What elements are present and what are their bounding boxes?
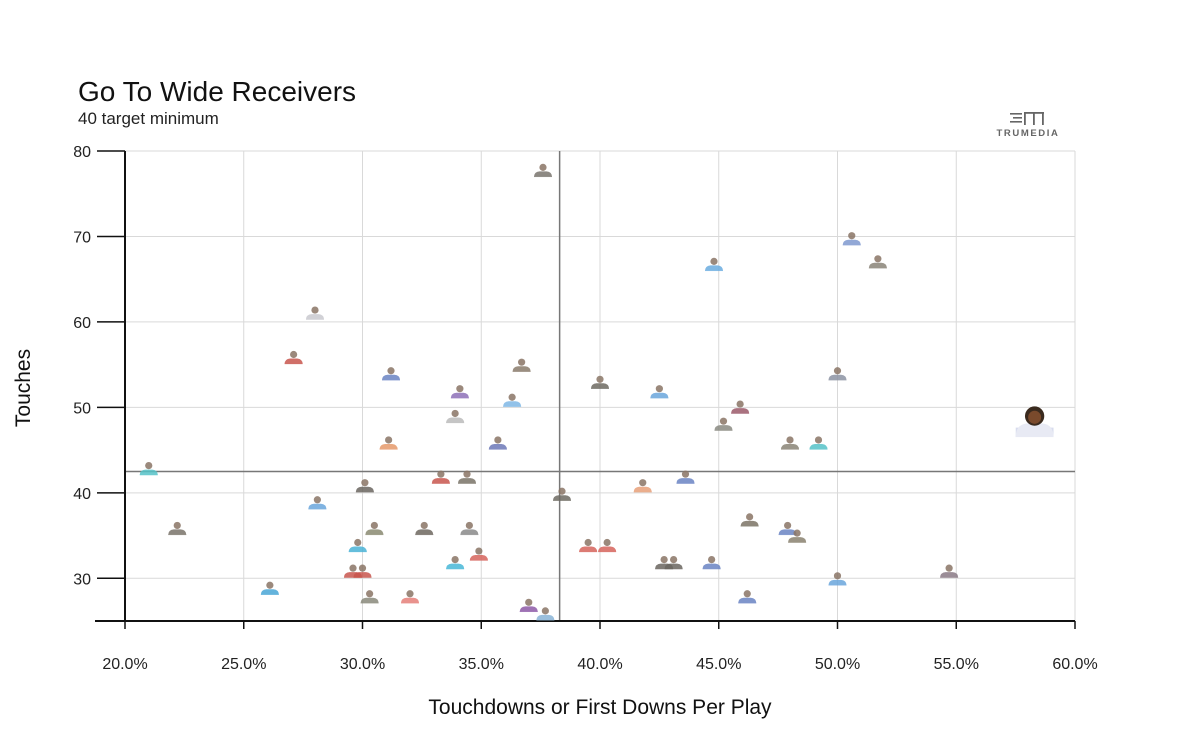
player-headshot-icon[interactable] [360, 590, 379, 604]
player-headshot-icon[interactable] [633, 479, 652, 493]
reference-lines [125, 151, 1075, 621]
player-headshot-icon[interactable] [714, 417, 733, 431]
axes: 20.0% 25.0% 30.0% 35.0% 40.0% 45.0% 50.0% 55.0%… [73, 144, 1097, 673]
trumedia-logo: TRUMEDIA [992, 110, 1064, 139]
player-headshot-icon[interactable] [139, 462, 158, 476]
y-tick-label: 30 [73, 571, 91, 588]
player-headshot-icon[interactable] [260, 581, 279, 595]
player-headshot-icon[interactable] [348, 538, 367, 553]
player-headshot-icon[interactable] [591, 375, 609, 389]
logo-text: TRUMEDIA [996, 128, 1060, 139]
data-points [139, 163, 1054, 621]
player-headshot-icon[interactable] [355, 479, 374, 493]
x-tick-label: 40.0% [577, 656, 622, 673]
player-headshot-icon[interactable] [306, 306, 324, 320]
highlighted-player-headshot-icon[interactable] [1015, 406, 1054, 438]
player-headshot-icon[interactable] [676, 470, 695, 484]
player-headshot-icon[interactable] [842, 232, 861, 246]
x-tick-label: 25.0% [221, 656, 266, 673]
x-tick-label: 20.0% [102, 656, 147, 673]
x-tick-label: 45.0% [696, 656, 741, 673]
player-headshot-icon[interactable] [868, 255, 887, 269]
player-headshot-icon[interactable] [705, 257, 723, 272]
y-axis-label: Touches [12, 349, 35, 427]
player-headshot-icon[interactable] [284, 350, 303, 365]
player-headshot-icon[interactable] [168, 521, 187, 536]
player-headshot-icon[interactable] [740, 513, 759, 527]
player-headshot-icon[interactable] [536, 607, 555, 621]
player-headshot-icon[interactable] [702, 556, 721, 570]
player-headshot-icon[interactable] [469, 547, 488, 561]
player-headshot-icon[interactable] [512, 358, 531, 372]
y-tick-label: 40 [73, 486, 91, 503]
player-headshot-icon[interactable] [488, 436, 507, 450]
x-tick-label: 55.0% [934, 656, 979, 673]
x-tick-label: 30.0% [340, 656, 385, 673]
player-headshot-icon[interactable] [828, 367, 847, 381]
player-headshot-icon[interactable] [382, 367, 400, 381]
trumedia-logo-icon [1010, 112, 1044, 125]
player-headshot-icon[interactable] [353, 564, 372, 578]
grid-lines [125, 150, 1076, 621]
x-tick-label: 35.0% [459, 656, 504, 673]
player-headshot-icon[interactable] [503, 393, 522, 407]
player-headshot-icon[interactable] [450, 385, 469, 399]
y-tick-label: 80 [73, 144, 91, 161]
player-headshot-icon[interactable] [731, 400, 750, 414]
player-headshot-icon[interactable] [655, 556, 674, 570]
player-headshot-icon[interactable] [650, 385, 669, 399]
player-headshot-icon[interactable] [534, 163, 552, 178]
player-headshot-icon[interactable] [415, 521, 434, 536]
player-headshot-icon[interactable] [778, 521, 797, 536]
player-headshot-icon[interactable] [446, 556, 465, 570]
chart-subtitle: 40 target minimum [78, 109, 219, 128]
player-headshot-icon[interactable] [458, 470, 476, 484]
y-tick-label: 60 [73, 315, 91, 332]
player-headshot-icon[interactable] [401, 590, 419, 604]
x-tick-label: 60.0% [1052, 656, 1097, 673]
player-headshot-icon[interactable] [598, 538, 617, 553]
player-headshot-icon[interactable] [940, 564, 959, 578]
player-headshot-icon[interactable] [460, 521, 479, 536]
player-headshot-icon[interactable] [781, 436, 799, 450]
player-headshot-icon[interactable] [379, 436, 398, 450]
player-headshot-icon[interactable] [431, 470, 450, 484]
player-headshot-icon[interactable] [553, 487, 571, 501]
y-tick-label: 50 [73, 400, 91, 417]
player-headshot-icon[interactable] [809, 436, 828, 450]
player-headshot-icon[interactable] [828, 572, 847, 586]
x-tick-label: 50.0% [815, 656, 860, 673]
player-headshot-icon[interactable] [308, 496, 327, 510]
player-headshot-icon[interactable] [365, 521, 384, 536]
player-headshot-icon[interactable] [738, 590, 757, 604]
chart-title: Go To Wide Receivers [78, 76, 357, 107]
player-headshot-icon[interactable] [446, 409, 465, 424]
player-headshot-icon[interactable] [788, 529, 807, 543]
player-headshot-icon[interactable] [664, 556, 683, 570]
x-axis-label: Touchdowns or First Downs Per Play [428, 696, 772, 719]
player-headshot-icon[interactable] [519, 598, 538, 613]
player-headshot-icon[interactable] [579, 538, 598, 553]
y-tick-label: 70 [73, 229, 91, 246]
